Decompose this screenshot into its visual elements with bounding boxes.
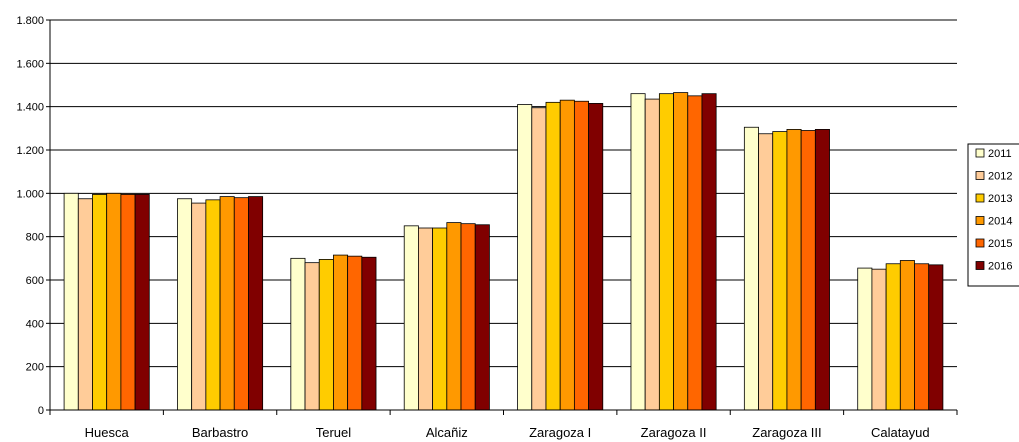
- y-tick-label: 1.600: [16, 58, 44, 70]
- y-tick-label: 1.200: [16, 145, 44, 157]
- legend-label: 2013: [988, 193, 1012, 205]
- bar-2016-barbastro: [248, 196, 264, 411]
- y-tick-label: 1.400: [16, 102, 44, 114]
- legend-swatch: [975, 238, 985, 248]
- bar-2013-zaragoza-i: [545, 101, 561, 411]
- bar-2015-teruel: [347, 255, 363, 411]
- bar-2013-huesca: [92, 194, 108, 411]
- bar-2016-teruel: [361, 256, 377, 411]
- bar-2016-alcañiz: [474, 224, 490, 411]
- bar-2014-zaragoza-i: [559, 99, 575, 411]
- x-category-label: Huesca: [85, 425, 130, 440]
- bar-2014-calatayud: [899, 260, 915, 411]
- bar-2011-huesca: [63, 192, 79, 411]
- bar-2012-zaragoza-i: [531, 107, 547, 411]
- legend-label: 2015: [988, 238, 1012, 250]
- legend-label: 2012: [988, 171, 1012, 183]
- bar-2014-barbastro: [219, 196, 235, 411]
- bar-2014-teruel: [333, 254, 349, 411]
- y-tick-label: 0: [38, 405, 44, 417]
- bar-2015-huesca: [120, 194, 136, 411]
- bar-2012-barbastro: [191, 202, 207, 411]
- bar-2016-zaragoza-i: [588, 103, 604, 411]
- bar-2015-barbastro: [233, 197, 249, 411]
- bar-2011-zaragoza-i: [517, 104, 533, 411]
- bar-2013-alcañiz: [432, 227, 448, 411]
- x-category-label: Zaragoza I: [529, 425, 591, 440]
- x-category-label: Barbastro: [192, 425, 248, 440]
- bar-2016-zaragoza-ii: [701, 93, 717, 411]
- bars: [63, 92, 944, 411]
- bar-2015-calatayud: [914, 263, 930, 411]
- bar-2012-alcañiz: [418, 227, 434, 411]
- legend-swatch: [975, 193, 985, 203]
- x-category-label: Calatayud: [871, 425, 930, 440]
- y-tick-label: 1.000: [16, 188, 44, 200]
- bar-2013-calatayud: [885, 263, 901, 411]
- bar-2011-barbastro: [177, 198, 193, 411]
- y-tick-label: 400: [26, 318, 44, 330]
- x-category-label: Alcañiz: [426, 425, 468, 440]
- y-tick-label: 800: [26, 232, 44, 244]
- bar-2015-zaragoza-i: [573, 100, 589, 411]
- legend-swatch: [975, 261, 985, 270]
- legend-swatch: [975, 148, 985, 158]
- bar-2012-huesca: [77, 198, 93, 411]
- bar-2015-zaragoza-ii: [687, 95, 703, 411]
- bar-2011-alcañiz: [403, 225, 419, 411]
- legend-swatch: [975, 171, 985, 180]
- y-tick-label: 1.800: [16, 15, 44, 27]
- y-tick-label: 600: [26, 275, 44, 287]
- x-category-label: Zaragoza II: [641, 425, 707, 440]
- bar-2014-zaragoza-iii: [786, 129, 802, 411]
- legend-label: 2011: [988, 148, 1012, 160]
- bar-2016-zaragoza-iii: [814, 129, 830, 411]
- bar-2016-calatayud: [928, 264, 944, 411]
- bar-2014-alcañiz: [446, 222, 462, 411]
- legend-label: 2014: [988, 216, 1012, 228]
- bar-2011-zaragoza-iii: [743, 126, 759, 411]
- legend: 2011 2012 2013 2014 2015 2016: [967, 143, 1019, 287]
- bar-2014-zaragoza-ii: [673, 92, 689, 411]
- legend-swatch: [975, 216, 985, 225]
- x-category-label: Zaragoza III: [752, 425, 821, 440]
- bar-2013-barbastro: [205, 199, 221, 411]
- x-axis: Huesca Barbastro Teruel Alcañiz Zaragoza I Za…: [49, 409, 958, 440]
- bar-2013-teruel: [318, 259, 334, 411]
- bar-2014-huesca: [106, 192, 122, 411]
- bar-2012-zaragoza-ii: [644, 98, 660, 411]
- bar-2011-zaragoza-ii: [630, 93, 646, 411]
- bar-2013-zaragoza-iii: [772, 131, 788, 411]
- bar-2015-zaragoza-iii: [800, 130, 816, 411]
- bar-2011-calatayud: [857, 267, 873, 411]
- bar-2012-calatayud: [871, 268, 887, 411]
- bar-2012-zaragoza-iii: [758, 133, 774, 411]
- bar-2012-teruel: [304, 262, 320, 411]
- legend-label: 2016: [988, 261, 1012, 273]
- x-category-label: Teruel: [316, 425, 352, 440]
- bar-2016-huesca: [134, 194, 150, 411]
- bar-2011-teruel: [290, 257, 306, 411]
- y-axis: 0 200 400 600 800 1.000 1.200 1.400 1.600 1.800: [16, 15, 51, 417]
- y-tick-label: 200: [26, 362, 44, 374]
- bar-2015-alcañiz: [460, 223, 476, 411]
- bar-2013-zaragoza-ii: [658, 93, 674, 411]
